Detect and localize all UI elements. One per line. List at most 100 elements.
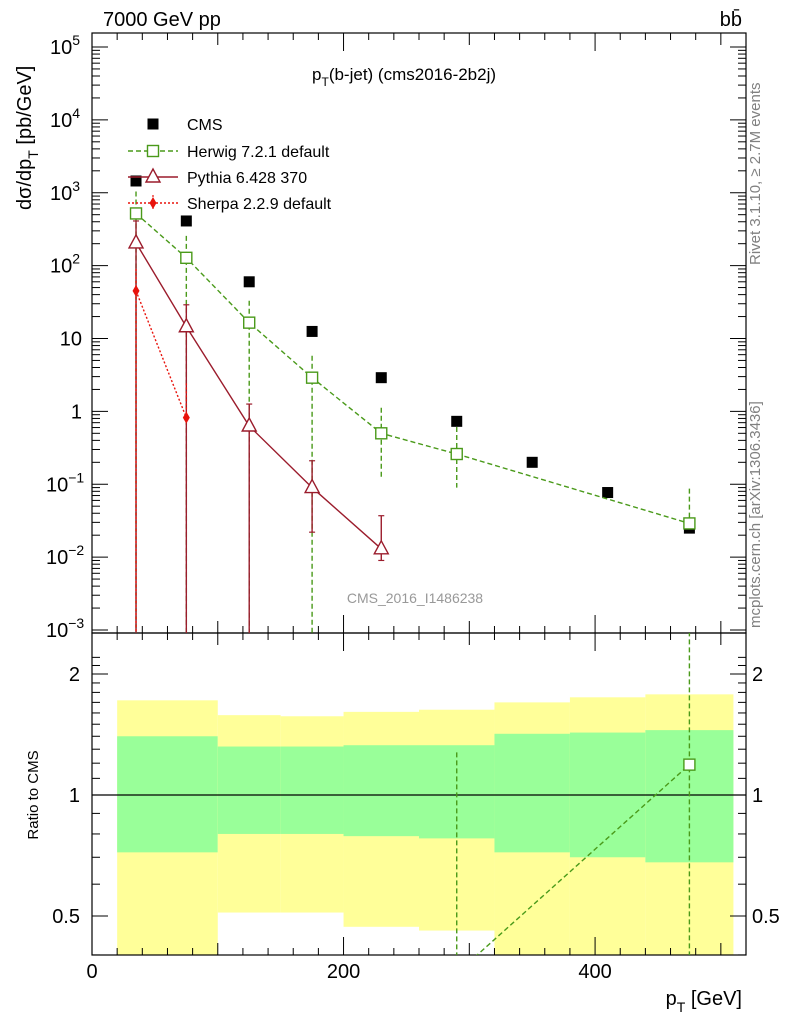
- series-line: [135, 212, 690, 525]
- stat-uncertainty-band: [494, 733, 570, 853]
- data-point: [243, 316, 256, 329]
- x-axis-label-sub: T: [677, 999, 686, 1015]
- plot-title: pT(b-jet) (cms2016-2b2j): [312, 65, 496, 89]
- series-0: [130, 175, 695, 534]
- stat-uncertainty-band: [217, 746, 281, 834]
- ratio-series-layer: [456, 633, 696, 955]
- ratio-y-tick-label-right: 1: [752, 785, 763, 807]
- legend-item: CMS: [147, 117, 223, 134]
- ratio-data-point: [683, 758, 696, 771]
- data-point: [450, 447, 463, 461]
- data-point: [132, 284, 140, 297]
- legend-label: CMS: [187, 117, 223, 134]
- stat-uncertainty-band: [117, 736, 218, 853]
- ratio-y-tick-label: 0.5: [52, 906, 80, 928]
- legend-label: Herwig 7.2.1 default: [187, 144, 330, 161]
- series-1: [129, 191, 696, 633]
- y-tick-label-exponent: 3: [72, 178, 80, 194]
- x-axis-label-main: p: [666, 988, 677, 1010]
- plot-title-rest: (b-jet) (cms2016-2b2j): [329, 65, 496, 84]
- main-y-axis-label-sub: T: [25, 150, 41, 159]
- ratio-y-tick-label: 2: [69, 664, 80, 686]
- data-point: [306, 325, 318, 337]
- ratio-y-axis: 0.5 0.5 1 1 2 2: [52, 656, 780, 956]
- plot-title-sub: T: [321, 75, 329, 89]
- y-tick-label-base: 10: [46, 547, 68, 569]
- data-point: [180, 215, 192, 227]
- main-x-axis: [91, 33, 747, 633]
- series-2: [127, 220, 390, 633]
- legend-item: Sherpa 2.2.9 default: [128, 195, 332, 213]
- ratio-x-axis: 0 200 400: [86, 633, 747, 983]
- energy-label: 7000 GeV pp: [103, 9, 221, 31]
- y-tick-label: 103: [50, 178, 80, 205]
- y-tick-label: 10−2: [46, 542, 84, 569]
- legend-marker: [146, 144, 160, 158]
- data-point: [375, 427, 388, 440]
- legend-marker: [147, 118, 159, 130]
- legend: CMS Herwig 7.2.1 default Pythia 6.428 370 S…: [128, 117, 332, 213]
- rivet-version-text: Rivet 3.1.10, ≥ 2.7M events: [747, 83, 764, 266]
- x-tick-label: 200: [327, 961, 360, 983]
- data-point: [180, 251, 193, 265]
- ratio-y-tick-label: 1: [69, 785, 80, 807]
- data-point: [129, 207, 143, 220]
- y-tick-label-base: 10: [50, 183, 72, 205]
- x-tick-label: 0: [86, 961, 97, 983]
- legend-marker: [149, 197, 157, 209]
- y-tick-label-base: 10: [46, 474, 68, 496]
- y-tick-label: 102: [50, 251, 80, 278]
- data-point: [683, 517, 696, 530]
- y-tick-label-exponent: 5: [72, 32, 80, 48]
- y-tick-label: 105: [50, 32, 80, 59]
- main-y-axis-label-rest: [pb/GeV]: [14, 66, 36, 151]
- data-point: [305, 371, 319, 384]
- x-axis-label-rest: [GeV]: [685, 988, 742, 1010]
- legend-label: Sherpa 2.2.9 default: [187, 196, 332, 213]
- y-tick-label: 1: [71, 401, 82, 423]
- y-tick-label-exponent: −2: [68, 542, 84, 558]
- process-label: bb̄: [720, 8, 742, 31]
- y-tick-label-base: 10: [50, 110, 72, 132]
- main-y-axis-label-main: dσ/dp: [14, 159, 36, 210]
- data-point: [373, 539, 390, 555]
- plot-title-main: p: [312, 65, 321, 84]
- data-point: [375, 372, 387, 384]
- ratio-y-tick-label-right: 2: [752, 664, 763, 686]
- legend-item: Herwig 7.2.1 default: [128, 144, 330, 161]
- data-point: [241, 416, 258, 432]
- stat-uncertainty-band: [280, 746, 344, 834]
- data-point: [451, 415, 463, 427]
- data-point: [127, 233, 145, 249]
- analysis-watermark: CMS_2016_I1486238: [347, 590, 483, 606]
- y-tick-label-exponent: −1: [68, 469, 84, 485]
- ratio-y-axis-label: Ratio to CMS: [25, 750, 42, 839]
- mcplots-text: mcplots.cern.ch [arXiv:1306.3436]: [747, 401, 764, 628]
- y-tick-label-exponent: 4: [72, 105, 80, 121]
- data-point: [182, 411, 190, 424]
- ratio-series-0: [456, 633, 696, 955]
- series-line: [135, 242, 382, 550]
- data-point: [243, 276, 255, 288]
- y-tick-label-exponent: 2: [72, 251, 80, 267]
- data-point: [602, 487, 614, 499]
- ratio-y-tick-label-right: 0.5: [752, 906, 780, 928]
- y-tick-label: 10−3: [46, 615, 84, 642]
- data-point: [178, 317, 195, 333]
- y-tick-label: 104: [50, 105, 80, 132]
- y-tick-label-base: 10: [50, 256, 72, 278]
- legend-label: Pythia 6.428 370: [187, 170, 307, 187]
- data-point: [130, 175, 142, 187]
- y-tick-label-exponent: −3: [68, 615, 84, 631]
- legend-marker: [144, 167, 162, 183]
- main-y-axis-label: dσ/dpT [pb/GeV]: [14, 66, 41, 210]
- y-tick-label: 10−1: [46, 469, 84, 496]
- data-point: [303, 478, 321, 494]
- main-series-layer: [127, 175, 696, 633]
- uncertainty-bands: [117, 694, 734, 955]
- stat-uncertainty-band: [343, 745, 419, 837]
- x-axis-label: pT [GeV]: [666, 988, 742, 1015]
- x-tick-label: 400: [578, 961, 611, 983]
